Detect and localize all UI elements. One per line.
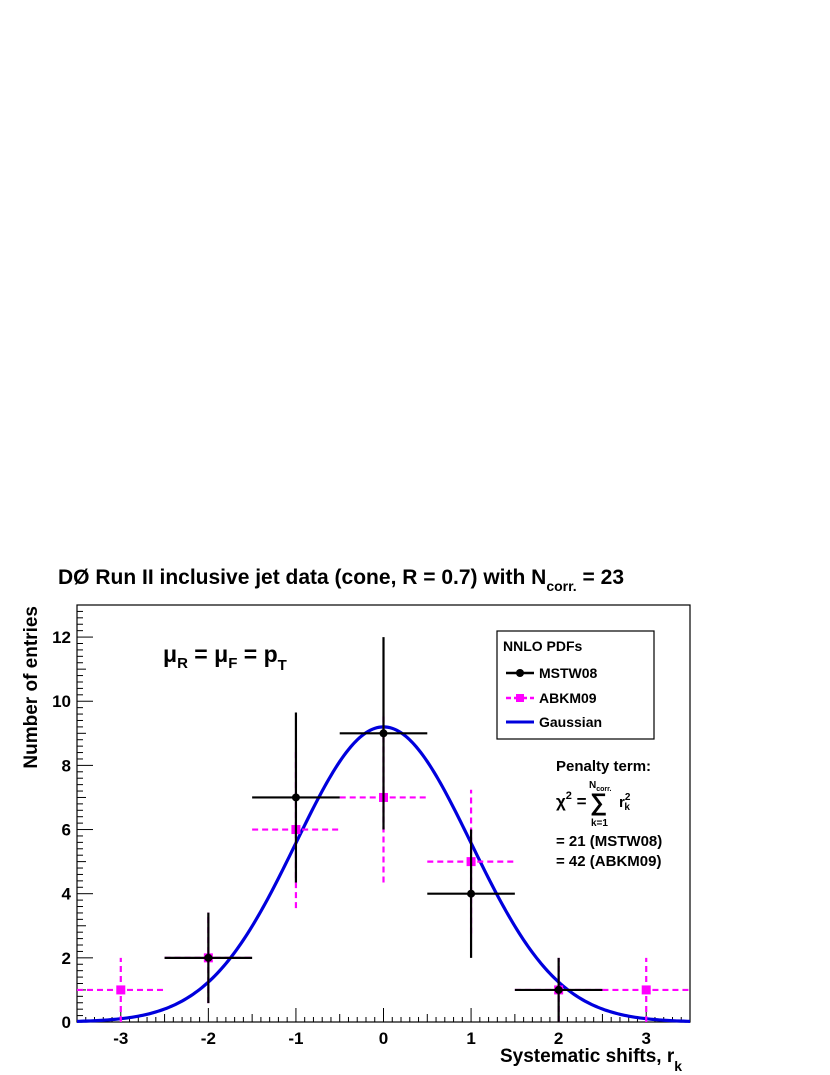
data-point	[116, 985, 126, 995]
penalty-annotation: Penalty term: χ2 = Ncorr. ∑ k=1 r2 k = 21…	[556, 758, 662, 870]
data-point	[641, 985, 651, 995]
legend-gaussian-label: Gaussian	[539, 714, 602, 730]
penalty-sigma: ∑	[590, 789, 607, 816]
penalty-chi: χ2 =	[556, 790, 587, 811]
x-tick-label: 0	[379, 1029, 388, 1048]
data-point	[204, 953, 213, 962]
x-tick-labels: -3 -2 -1 0 1 2 3	[113, 1029, 651, 1048]
y-tick-label: 10	[52, 692, 71, 711]
chart-title: DØ Run II inclusive jet data (cone, R = …	[58, 566, 624, 594]
penalty-sum-upper: Ncorr.	[589, 780, 611, 793]
y-tick-label: 6	[62, 821, 71, 840]
y-tick-label: 4	[62, 885, 72, 904]
x-tick-label: 3	[641, 1029, 650, 1048]
penalty-abkm09: = 42 (ABKM09)	[556, 853, 661, 870]
scale-annotation: μR = μF = pT	[163, 641, 287, 674]
data-point	[379, 729, 388, 738]
y-tick-label: 2	[62, 949, 71, 968]
data-point	[291, 793, 300, 802]
series-mstw08	[164, 637, 603, 1022]
x-tick-label: -1	[288, 1029, 303, 1048]
y-tick-labels: 0 2 4 6 8 10 12	[52, 628, 71, 1032]
legend-mstw08-marker	[516, 669, 524, 677]
x-tick-label: -3	[113, 1029, 128, 1048]
legend-abkm09-marker	[516, 694, 524, 702]
legend-mstw08-label: MSTW08	[539, 665, 598, 681]
legend: NNLO PDFs MSTW08 ABKM09 Gaussian	[496, 630, 655, 740]
axis-ticks	[76, 604, 691, 1023]
penalty-r: r2 k	[619, 792, 631, 813]
y-tick-label: 8	[62, 756, 71, 775]
x-tick-label: -2	[201, 1029, 216, 1048]
x-tick-label: 1	[466, 1029, 475, 1048]
penalty-title: Penalty term:	[556, 758, 651, 775]
y-tick-label: 0	[62, 1013, 71, 1032]
y-axis-label: Number of entries	[21, 606, 42, 769]
x-axis-label: Systematic shifts, rk	[500, 1046, 682, 1074]
data-point	[467, 889, 476, 898]
data-point	[554, 985, 563, 994]
penalty-sum-lower: k=1	[591, 818, 608, 829]
x-tick-label: 2	[554, 1029, 563, 1048]
y-tick-label: 12	[52, 628, 71, 647]
legend-abkm09-label: ABKM09	[539, 690, 597, 706]
legend-title: NNLO PDFs	[503, 638, 583, 654]
penalty-mstw08: = 21 (MSTW08)	[556, 833, 662, 850]
